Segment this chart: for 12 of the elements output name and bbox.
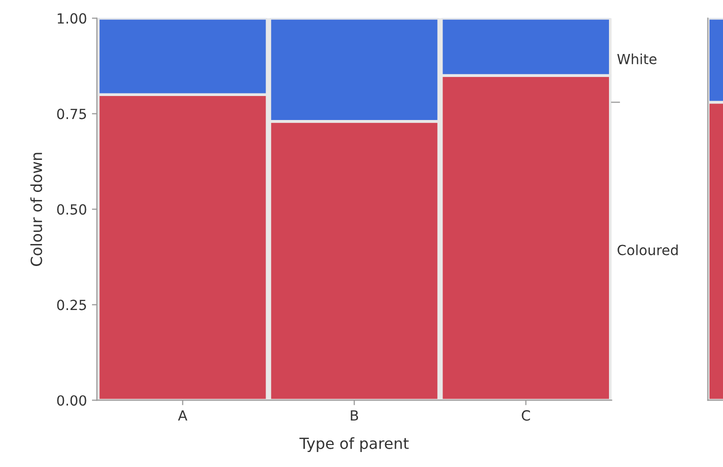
y-tick-label: 0.75 — [57, 108, 86, 120]
y-axis-title: Colour of down — [30, 152, 42, 266]
y-tick-label: 0.00 — [57, 395, 86, 406]
y-tick-label: 0.50 — [57, 204, 86, 215]
x-axis-title: Type of parent — [299, 437, 409, 452]
y-tick-label: 0.25 — [57, 300, 86, 310]
series-label: White — [617, 54, 656, 64]
x-tick-label: C — [522, 410, 530, 421]
series-label: Coloured — [618, 244, 678, 256]
y-tick-label: 1.00 — [58, 13, 86, 24]
x-tick-label: B — [350, 410, 358, 420]
x-tick-label: A — [178, 410, 188, 420]
